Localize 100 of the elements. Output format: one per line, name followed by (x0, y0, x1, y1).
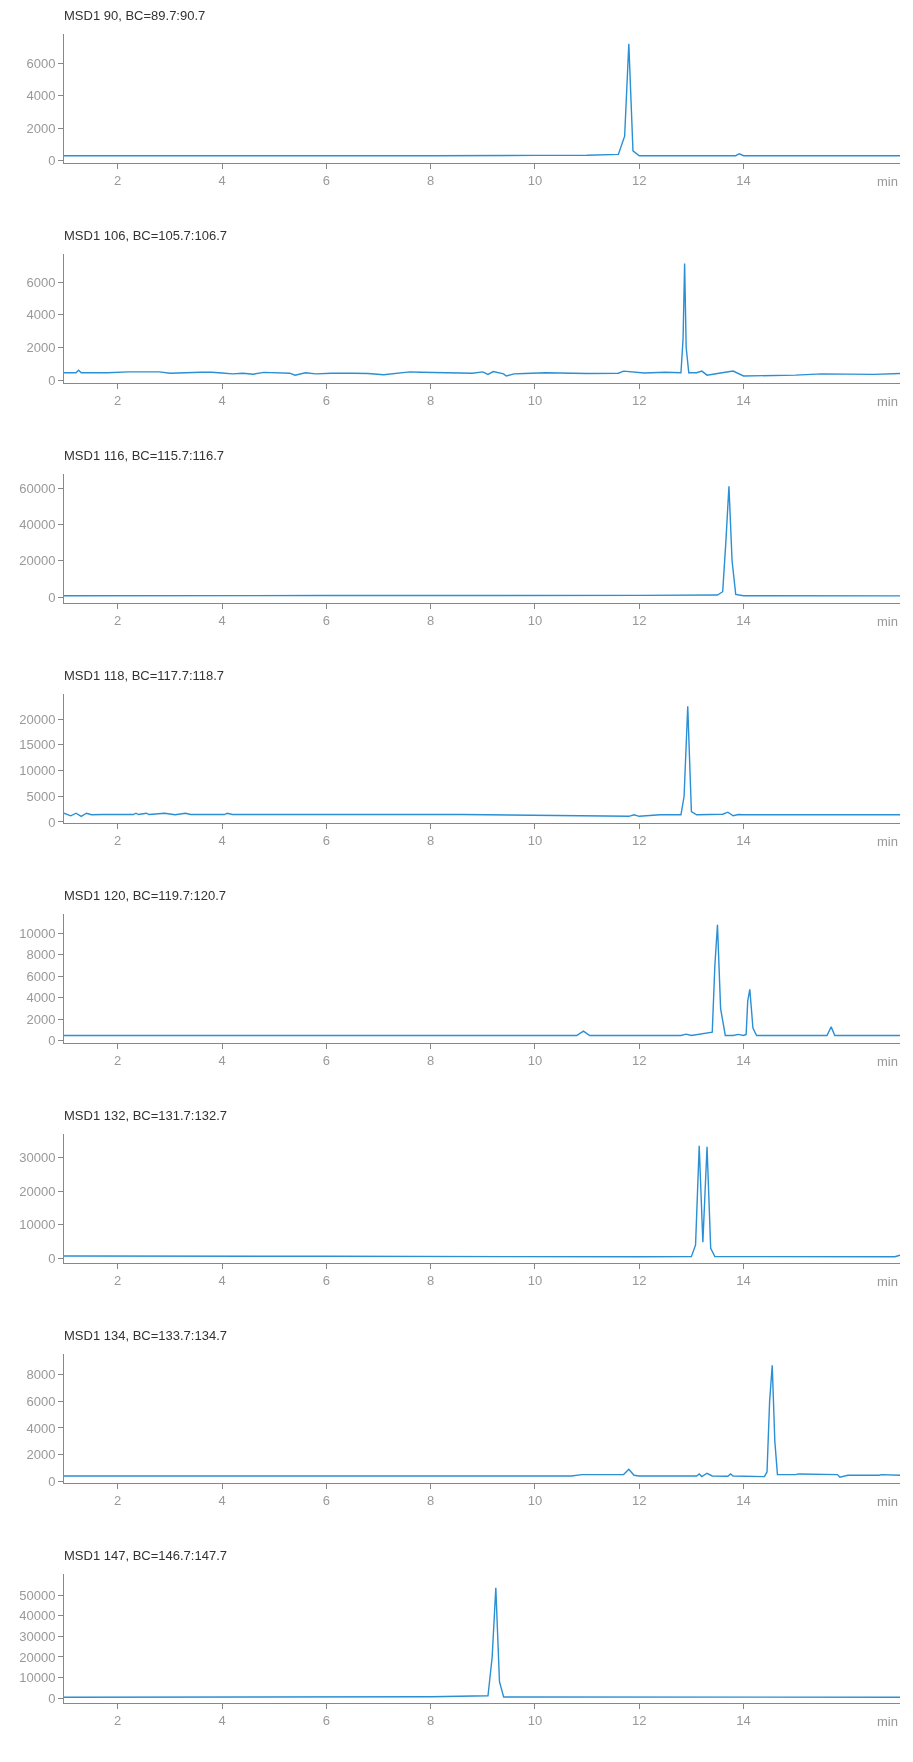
x-tick-label: 10 (527, 392, 543, 408)
x-tick-label: 4 (218, 832, 226, 848)
x-tick-label: 12 (632, 832, 647, 848)
y-tick-label: 8000 (26, 1367, 56, 1383)
line-series (64, 924, 900, 1037)
x-tick-label: 4 (218, 172, 226, 188)
y-tick-label: 0 (48, 589, 56, 605)
y-tick-label: 6000 (26, 968, 56, 984)
x-tick-label: 2 (114, 1272, 122, 1288)
x-tick-label: 14 (736, 392, 751, 408)
x-tick-label: 12 (632, 1272, 647, 1288)
y-tick-label: 0 (48, 1473, 56, 1489)
chart-title: MSD1 147, BC=146.7:147.7 (64, 1547, 227, 1563)
y-tick-label: 6000 (26, 274, 56, 290)
y-tick-label: 10000 (19, 1670, 56, 1686)
x-tick-label: 6 (322, 1272, 330, 1288)
chart-title: MSD1 134, BC=133.7:134.7 (64, 1327, 227, 1343)
x-tick-label: 14 (736, 1492, 751, 1508)
chart-title: MSD1 106, BC=105.7:106.7 (64, 227, 227, 243)
y-tick-label: 20000 (19, 1183, 56, 1199)
y-tick-label: 0 (48, 372, 56, 388)
y-tick-label: 50000 (19, 1587, 56, 1603)
x-tick-label: 12 (632, 1492, 647, 1508)
y-tick-label: 15000 (19, 737, 56, 753)
x-axis-title: min (877, 174, 898, 189)
y-tick-label: 4000 (26, 307, 56, 323)
x-tick-label: 10 (527, 1492, 543, 1508)
x-tick-label: 4 (218, 1492, 226, 1508)
chart-title: MSD1 132, BC=131.7:132.7 (64, 1107, 227, 1123)
x-tick-label: 10 (527, 832, 543, 848)
x-tick-label: 2 (114, 832, 122, 848)
x-tick-label: 12 (632, 1712, 647, 1728)
x-tick-label: 2 (114, 172, 122, 188)
x-tick-label: 10 (527, 1272, 543, 1288)
x-tick-label: 8 (427, 1052, 435, 1068)
x-tick-label: 12 (632, 392, 647, 408)
y-tick-label: 60000 (19, 480, 56, 496)
y-tick-label: 10000 (19, 925, 56, 941)
x-tick-label: 8 (427, 1272, 435, 1288)
chart-title: MSD1 118, BC=117.7:118.7 (64, 667, 225, 683)
x-tick-label: 4 (218, 1712, 226, 1728)
x-tick-label: 12 (632, 172, 647, 188)
x-tick-label: 14 (736, 1272, 751, 1288)
y-tick-label: 0 (48, 814, 56, 830)
x-tick-label: 12 (632, 612, 647, 628)
chart-title: MSD1 90, BC=89.7:90.7 (64, 7, 206, 23)
x-axis-title: min (877, 394, 898, 409)
x-tick-label: 4 (218, 612, 226, 628)
y-tick-label: 4000 (26, 990, 56, 1006)
y-tick-label: 4000 (26, 1420, 56, 1436)
y-tick-label: 6000 (26, 55, 56, 71)
chart-title: MSD1 116, BC=115.7:116.7 (64, 447, 225, 463)
y-tick-label: 2000 (26, 1447, 56, 1463)
y-tick-label: 40000 (19, 516, 56, 532)
x-tick-label: 10 (527, 1712, 543, 1728)
x-tick-label: 6 (322, 392, 330, 408)
y-tick-label: 20000 (19, 711, 56, 727)
y-tick-label: 10000 (19, 763, 56, 779)
x-axis-title: min (877, 1274, 898, 1289)
x-tick-label: 2 (114, 1052, 122, 1068)
y-tick-label: 4000 (26, 88, 56, 104)
x-tick-label: 6 (322, 612, 330, 628)
y-tick-label: 2000 (26, 1011, 56, 1027)
x-tick-label: 10 (527, 172, 543, 188)
x-tick-label: 6 (322, 172, 330, 188)
y-tick-label: 20000 (19, 553, 56, 569)
x-tick-label: 8 (427, 1712, 435, 1728)
x-tick-label: 2 (114, 392, 122, 408)
x-axis-title: min (877, 834, 898, 849)
x-tick-label: 8 (427, 1492, 435, 1508)
x-tick-label: 2 (114, 1492, 122, 1508)
x-tick-label: 2 (114, 1712, 122, 1728)
x-tick-label: 8 (427, 612, 435, 628)
line-series (64, 705, 900, 818)
y-tick-label: 30000 (19, 1150, 56, 1166)
x-tick-label: 10 (527, 612, 543, 628)
y-tick-label: 0 (48, 153, 56, 169)
x-tick-label: 8 (427, 172, 435, 188)
y-tick-label: 30000 (19, 1628, 56, 1644)
x-tick-label: 6 (322, 1712, 330, 1728)
y-tick-label: 0 (48, 1690, 56, 1706)
line-series (64, 262, 900, 377)
x-tick-label: 8 (427, 832, 435, 848)
x-tick-label: 14 (736, 1052, 751, 1068)
x-tick-label: 6 (322, 1492, 330, 1508)
x-tick-label: 14 (736, 612, 751, 628)
y-tick-label: 10000 (19, 1217, 56, 1233)
x-tick-label: 14 (736, 832, 751, 848)
x-tick-label: 6 (322, 1052, 330, 1068)
x-tick-label: 2 (114, 612, 122, 628)
y-tick-label: 8000 (26, 947, 56, 963)
line-series (64, 43, 900, 157)
x-tick-label: 10 (527, 1052, 543, 1068)
line-series (64, 485, 900, 597)
x-tick-label: 4 (218, 1052, 226, 1068)
x-tick-label: 4 (218, 1272, 226, 1288)
y-tick-label: 6000 (26, 1393, 56, 1409)
y-tick-label: 2000 (26, 340, 56, 355)
x-tick-label: 14 (736, 1712, 751, 1728)
y-tick-label: 0 (48, 1033, 56, 1049)
